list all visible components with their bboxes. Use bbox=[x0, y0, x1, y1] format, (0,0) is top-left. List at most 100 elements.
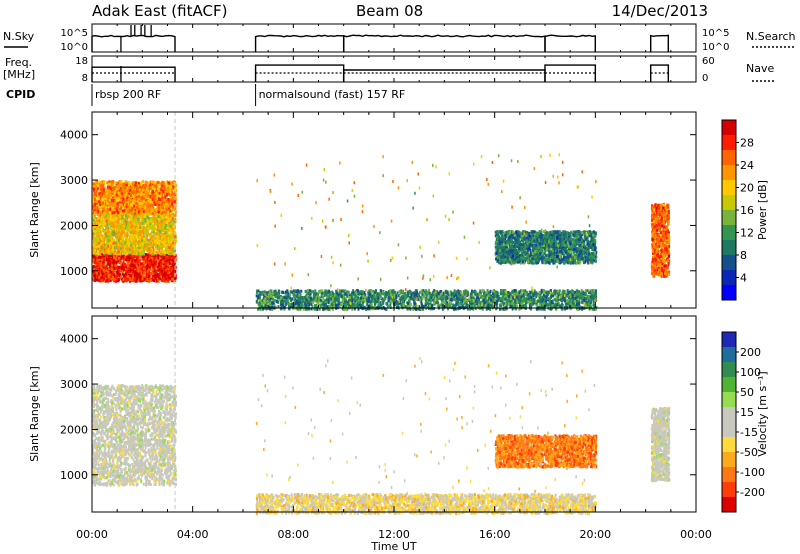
data-cell bbox=[95, 264, 98, 268]
data-cell bbox=[126, 238, 129, 241]
data-cell bbox=[107, 233, 110, 237]
data-cell bbox=[124, 181, 127, 185]
data-cell bbox=[161, 211, 163, 215]
data-cell bbox=[165, 262, 167, 266]
data-cell bbox=[161, 254, 164, 258]
data-cell bbox=[144, 210, 147, 214]
data-cell bbox=[154, 200, 157, 204]
data-cell bbox=[109, 189, 111, 193]
data-cell bbox=[141, 255, 144, 259]
data-cell bbox=[129, 211, 132, 215]
data-cell bbox=[355, 303, 358, 307]
data-cell bbox=[149, 258, 152, 262]
data-cell bbox=[116, 271, 119, 275]
data-cell bbox=[105, 266, 108, 270]
data-cell bbox=[157, 210, 160, 214]
data-cell bbox=[113, 273, 115, 277]
data-cell bbox=[102, 229, 105, 233]
data-cell bbox=[159, 272, 162, 276]
data-cell bbox=[165, 184, 168, 188]
data-cell bbox=[165, 275, 168, 279]
data-cell bbox=[141, 180, 144, 184]
data-cell bbox=[107, 229, 110, 233]
data-cell bbox=[109, 233, 112, 237]
data-cell bbox=[146, 215, 149, 219]
data-cell bbox=[154, 194, 157, 198]
data-cell bbox=[98, 276, 101, 279]
data-cell bbox=[121, 203, 124, 207]
data-cell bbox=[93, 195, 96, 198]
data-cell bbox=[174, 269, 177, 273]
data-cell bbox=[167, 252, 170, 255]
data-cell bbox=[108, 203, 111, 207]
data-cell bbox=[150, 260, 153, 264]
data-cell bbox=[156, 244, 159, 247]
data-cell bbox=[145, 212, 148, 216]
data-cell bbox=[99, 203, 102, 206]
data-cell bbox=[135, 214, 138, 218]
data-cell bbox=[170, 246, 173, 250]
data-cell bbox=[129, 194, 132, 198]
data-cell bbox=[134, 183, 137, 187]
data-cell bbox=[173, 249, 176, 253]
data-cell bbox=[171, 202, 173, 206]
data-cell bbox=[167, 192, 170, 196]
data-cell bbox=[172, 180, 175, 184]
data-cell bbox=[148, 239, 151, 242]
data-cell bbox=[119, 229, 122, 233]
data-cell bbox=[119, 232, 122, 236]
data-cell bbox=[164, 231, 167, 234]
data-cell bbox=[95, 203, 98, 206]
data-cell bbox=[140, 220, 142, 224]
data-cell bbox=[103, 263, 106, 267]
data-cell bbox=[143, 257, 146, 261]
data-cell bbox=[126, 228, 129, 232]
data-cell bbox=[142, 184, 145, 187]
data-cell bbox=[174, 254, 177, 258]
data-cell bbox=[134, 205, 137, 209]
data-cell bbox=[111, 230, 114, 234]
data-cell bbox=[124, 249, 127, 253]
data-cell bbox=[92, 199, 95, 203]
data-cell bbox=[112, 250, 114, 254]
data-cell bbox=[111, 239, 114, 243]
data-cell bbox=[114, 241, 117, 245]
data-cell bbox=[111, 211, 114, 215]
data-cell bbox=[140, 265, 143, 269]
data-cell bbox=[142, 250, 144, 254]
data-cell bbox=[123, 209, 126, 213]
data-cell bbox=[133, 210, 136, 214]
data-cell bbox=[96, 212, 99, 216]
data-cell bbox=[167, 249, 170, 253]
data-cell bbox=[160, 269, 163, 273]
nsky-tick-top: 10^5 bbox=[61, 28, 88, 39]
data-cell bbox=[151, 219, 154, 223]
data-cell bbox=[138, 268, 141, 272]
data-cell bbox=[147, 201, 150, 205]
data-cell bbox=[102, 184, 105, 187]
data-cell bbox=[129, 278, 132, 282]
data-cell bbox=[147, 243, 150, 246]
data-cell bbox=[98, 180, 101, 184]
data-cell bbox=[168, 261, 171, 265]
data-cell bbox=[163, 266, 166, 270]
data-cell bbox=[160, 208, 163, 212]
data-cell bbox=[101, 211, 104, 215]
data-cell bbox=[162, 257, 164, 260]
data-cell bbox=[115, 270, 118, 274]
data-cell bbox=[107, 250, 110, 254]
data-cell bbox=[142, 239, 145, 243]
data-cell bbox=[120, 232, 123, 236]
data-cell bbox=[134, 192, 137, 196]
data-cell bbox=[141, 277, 144, 281]
data-cell bbox=[122, 236, 125, 240]
data-cell bbox=[160, 236, 163, 240]
nave-label: Nave bbox=[746, 62, 774, 75]
data-cell bbox=[100, 205, 103, 209]
data-cell bbox=[121, 213, 124, 217]
data-cell bbox=[158, 206, 161, 210]
data-cell bbox=[106, 201, 109, 205]
data-cell bbox=[147, 186, 150, 190]
data-cell bbox=[138, 222, 141, 225]
data-cell bbox=[145, 245, 148, 249]
